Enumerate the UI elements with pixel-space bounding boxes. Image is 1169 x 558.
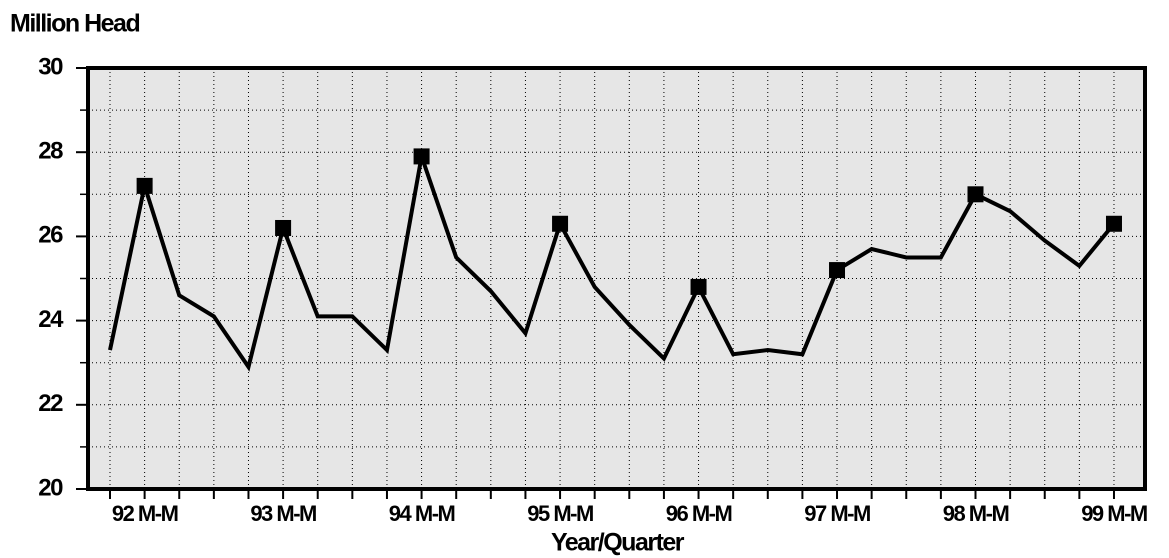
marker: [413, 148, 430, 165]
x-tick-label: 96 M-M: [666, 501, 732, 526]
x-tick-label: 93 M-M: [250, 501, 316, 526]
marker: [275, 219, 292, 236]
y-tick-label: 24: [38, 306, 64, 333]
y-axis-label: Million Head: [10, 10, 139, 38]
marker: [136, 177, 153, 194]
x-tick-label: 95 M-M: [527, 501, 593, 526]
x-tick-label: 97 M-M: [804, 501, 870, 526]
marker: [552, 215, 569, 232]
y-tick-label: 28: [38, 138, 63, 165]
marker: [829, 262, 846, 279]
x-axis-label: Year/Quarter: [551, 529, 685, 557]
y-tick-label: 20: [38, 474, 63, 501]
x-tick-label: 99 M-M: [1081, 501, 1147, 526]
x-tick-label: 92 M-M: [112, 501, 178, 526]
y-tick-label: 30: [38, 53, 63, 80]
x-tick-label: 98 M-M: [943, 501, 1009, 526]
plot: 20 22 24 26 28 30 92 M-M 93 M-M 94 M-M 95 M-M 96 M…: [38, 53, 1148, 526]
marker: [967, 186, 984, 203]
x-tick-label: 94 M-M: [389, 501, 455, 526]
plot-border: [86, 66, 1147, 491]
line: [108, 148, 1116, 372]
y-tick-label: 22: [38, 390, 63, 417]
marker: [690, 278, 707, 295]
y-tick-label: 26: [38, 222, 63, 249]
marker: [1105, 215, 1122, 232]
